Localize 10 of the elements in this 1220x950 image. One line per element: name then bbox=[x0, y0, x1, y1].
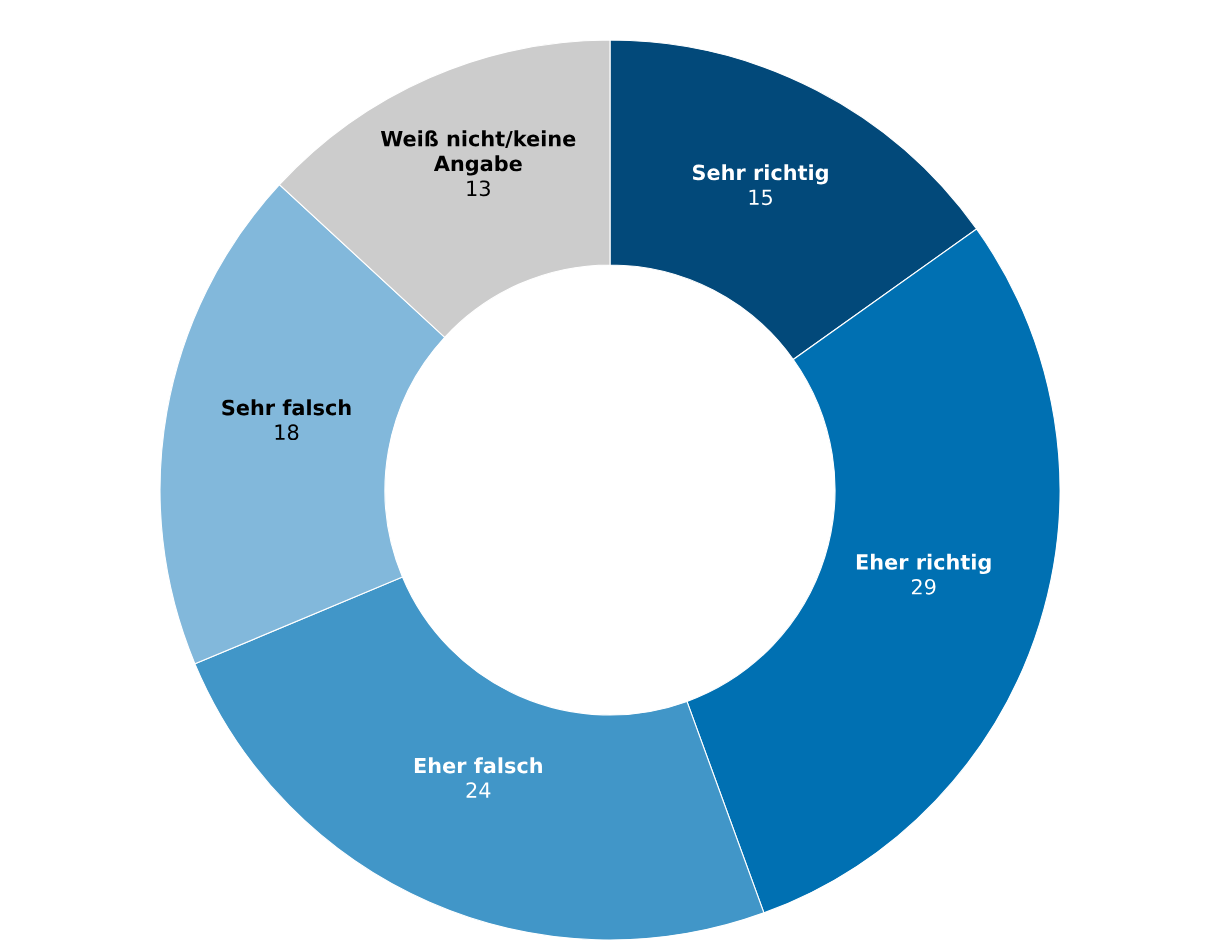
data-label: 24 bbox=[466, 782, 491, 798]
data-label: 13 bbox=[467, 180, 490, 197]
slice-label: Eher falsch bbox=[414, 757, 542, 774]
data-label: 15 bbox=[749, 189, 772, 206]
data-label: 29 bbox=[911, 578, 936, 595]
slice-label: Sehr richtig bbox=[692, 164, 828, 185]
data-label: 18 bbox=[275, 424, 299, 441]
slice-label: Weiß nicht/keine Angabe bbox=[380, 130, 576, 176]
slice-label: Sehr falsch bbox=[222, 399, 351, 416]
slice-label: Eher richtig bbox=[856, 553, 991, 575]
